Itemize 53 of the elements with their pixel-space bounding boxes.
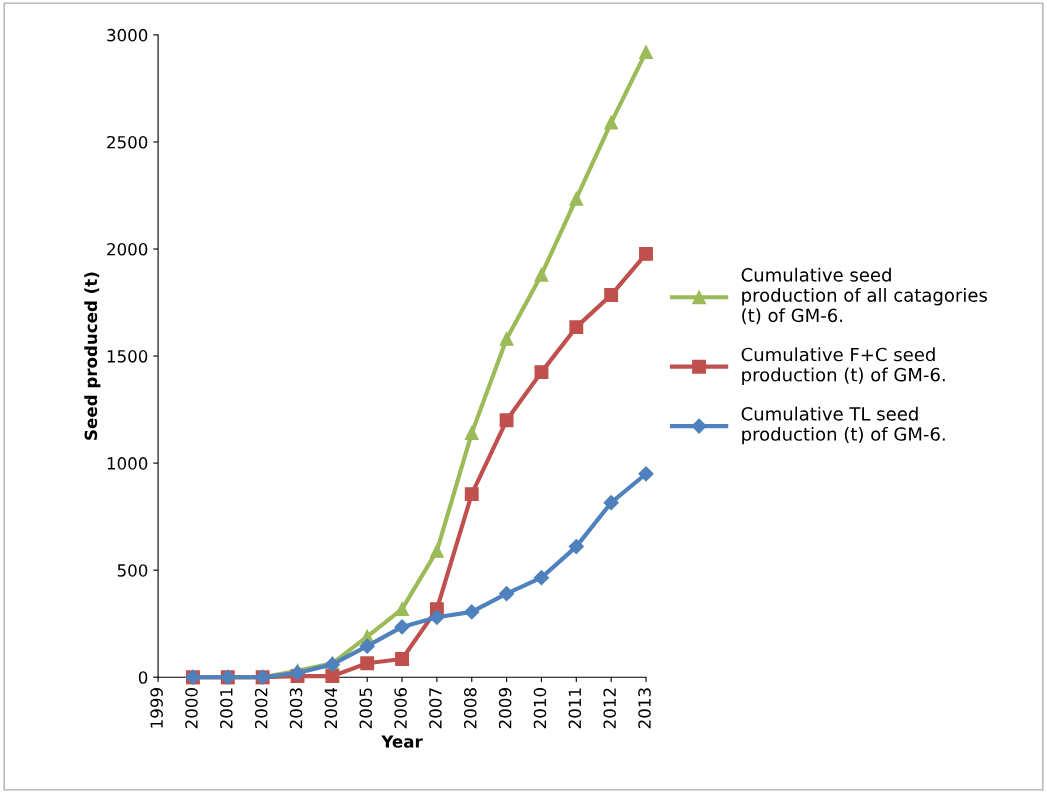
x-tick-label: 2002 <box>254 688 268 729</box>
point <box>603 495 619 511</box>
y-tick-label: 3000 <box>107 28 148 42</box>
point <box>395 652 409 666</box>
point <box>639 246 653 261</box>
point <box>499 331 514 346</box>
y-tick-label: 2500 <box>107 135 148 149</box>
point <box>569 320 584 335</box>
x-tick-label: 2011 <box>568 688 582 729</box>
point <box>429 543 444 558</box>
legend-label: Cumulative seed production of all catagories (t) of GM-6. <box>741 267 987 325</box>
point <box>534 267 549 282</box>
y-tick-label: 1000 <box>107 457 148 470</box>
point <box>325 669 340 684</box>
x-axis-title: Year <box>381 735 423 748</box>
y-tick-label: 500 <box>117 564 148 577</box>
point <box>464 487 479 502</box>
point <box>359 638 375 654</box>
y-tick-label: 2000 <box>107 242 148 256</box>
legend-label: Cumulative TL seed production (t) of GM-6. <box>741 406 945 445</box>
point <box>395 602 409 617</box>
x-tick-label: 2003 <box>289 688 303 729</box>
point <box>464 604 480 620</box>
point <box>638 466 654 482</box>
x-tick-label: 2006 <box>394 687 407 729</box>
point <box>604 288 619 302</box>
y-axis-title: Seed produced (t) <box>84 272 101 440</box>
legend-label: Cumulative F+C seed production (t) of GM-6. <box>741 347 945 386</box>
x-tick-label: 2004 <box>324 687 338 729</box>
point <box>568 539 584 555</box>
x-tick-label: 2005 <box>359 688 373 729</box>
point <box>499 413 514 428</box>
x-tick-label: 2009 <box>498 688 512 729</box>
point <box>604 115 619 130</box>
y-tick-label: 0 <box>138 671 148 684</box>
y-tick-label: 1500 <box>107 350 148 363</box>
x-tick-label: 2001 <box>220 688 233 729</box>
point <box>429 609 445 625</box>
x-tick-label: 2008 <box>463 688 477 729</box>
point <box>569 191 584 206</box>
x-tick-label: 1999 <box>150 688 163 728</box>
point <box>499 586 515 602</box>
x-tick-label: 2010 <box>533 688 547 729</box>
x-tick-label: 2007 <box>429 688 442 729</box>
x-tick-label: 2013 <box>638 688 651 729</box>
point <box>534 365 549 380</box>
point <box>533 570 550 586</box>
point <box>464 426 479 441</box>
point <box>394 619 410 635</box>
x-tick-label: 2000 <box>185 688 198 729</box>
point <box>360 656 375 671</box>
point <box>639 45 653 59</box>
x-tick-label: 2012 <box>603 688 616 729</box>
